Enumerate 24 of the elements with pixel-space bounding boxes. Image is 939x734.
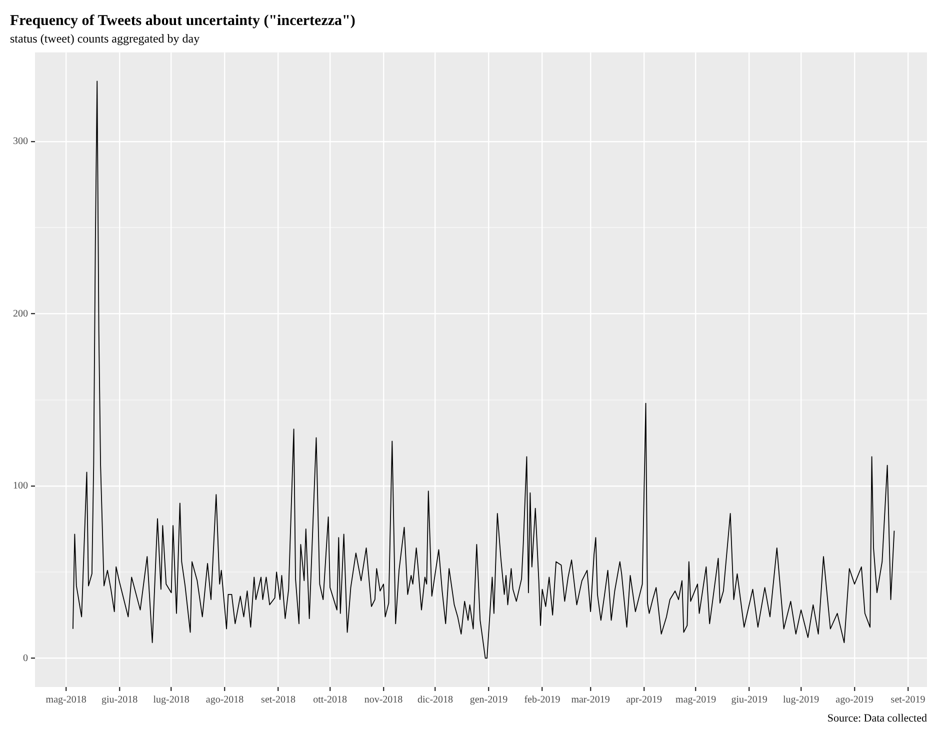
x-tick-label: ago-2019 — [836, 694, 874, 706]
chart-subtitle: status (tweet) counts aggregated by day — [10, 31, 200, 46]
x-tick-label: ago-2018 — [206, 694, 244, 706]
y-tick-label: 200 — [13, 308, 28, 320]
x-tick-label: feb-2019 — [524, 694, 560, 706]
x-tick-label: mag-2018 — [46, 694, 86, 706]
x-tick-label: dic-2018 — [418, 694, 454, 706]
x-tick-label: lug-2019 — [782, 694, 820, 706]
x-tick-label: nov-2018 — [364, 694, 403, 706]
y-tick-label: 300 — [13, 136, 28, 148]
x-tick-label: set-2019 — [890, 694, 926, 706]
x-tick-label: mar-2019 — [571, 694, 610, 706]
x-tick-label: mag-2019 — [676, 694, 716, 706]
source-note: Source: Data collected — [827, 712, 928, 724]
x-tick-label: gen-2019 — [470, 694, 508, 706]
y-tick-label: 0 — [23, 652, 28, 664]
chart-title: Frequency of Tweets about uncertainty ("incertezza") — [10, 12, 356, 29]
x-tick-label: apr-2019 — [626, 694, 662, 706]
y-tick-label: 100 — [13, 480, 28, 492]
x-tick-label: giu-2018 — [101, 694, 138, 706]
x-tick-label: lug-2018 — [153, 694, 190, 706]
x-tick-label: ott-2018 — [313, 694, 347, 706]
x-tick-label: set-2018 — [261, 694, 296, 706]
x-tick-label: giu-2019 — [731, 694, 768, 706]
